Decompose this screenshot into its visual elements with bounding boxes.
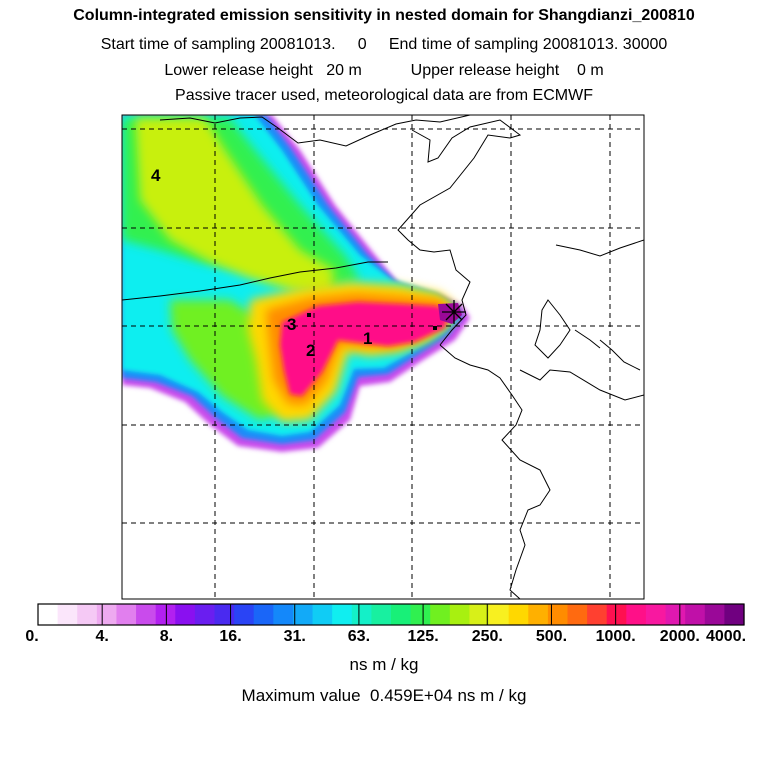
colorbar-swatch	[528, 604, 549, 625]
sampling-time-line: Start time of sampling 20081013. 0 End t…	[100, 36, 668, 53]
colorbar-swatch	[489, 604, 510, 625]
colorbar-tick-label: 8.	[159, 628, 174, 645]
maximum-value-label: Maximum value 0.459E+04 ns m / kg	[241, 686, 527, 705]
colorbar-swatch	[292, 604, 314, 625]
station-label-4: 4	[151, 166, 161, 185]
colorbar-swatch	[567, 604, 588, 625]
colorbar-tick-label: 4.	[95, 628, 109, 645]
colorbar-swatch	[606, 604, 627, 625]
colorbar-swatch	[704, 604, 725, 625]
station-labels: 1 2 3 4	[151, 166, 372, 360]
station-label-3: 3	[287, 315, 296, 334]
colorbar-swatch	[449, 604, 471, 625]
colorbar-swatch	[234, 604, 255, 625]
release-site-marker	[442, 300, 466, 324]
colorbar-swatch	[665, 604, 686, 625]
colorbar-tick-label: 125.	[407, 628, 439, 645]
station-label-2: 2	[306, 341, 315, 360]
colorbar-swatch	[214, 604, 235, 625]
colorbar-swatch	[645, 604, 667, 625]
colorbar-tick-label: 1000.	[595, 628, 636, 645]
colorbar-swatch	[626, 604, 647, 625]
colorbar-swatch	[136, 604, 157, 625]
colorbar-tick-label: 2000.	[659, 628, 700, 645]
station-dot	[433, 326, 437, 330]
colorbar-swatch	[430, 604, 451, 625]
colorbar-tick-label: 16.	[219, 628, 242, 645]
colorbar-swatch	[77, 604, 98, 625]
colorbar-unit-label: ns m / kg	[349, 655, 419, 674]
plot-title: Column-integrated emission sensitivity i…	[73, 7, 695, 24]
coastlines	[122, 115, 644, 599]
colorbar-tick-label: 4000.	[705, 628, 747, 645]
colorbar-swatch	[175, 604, 196, 625]
station-label-1: 1	[363, 329, 372, 348]
colorbar-swatch	[371, 604, 392, 625]
colorbar-swatch	[685, 604, 706, 625]
colorbar-tick-label: 63.	[347, 628, 371, 645]
colorbar-swatch	[312, 604, 333, 625]
colorbar-swatch	[547, 604, 569, 625]
colorbar-swatch	[38, 604, 59, 625]
colorbar-swatch	[410, 604, 431, 625]
colorbar-swatch	[587, 604, 608, 625]
colorbar-swatch	[155, 604, 176, 625]
colorbar-frame	[37, 603, 745, 626]
colorbar-swatch	[351, 604, 372, 625]
station-dot	[307, 313, 311, 317]
contour-purple-core	[438, 303, 462, 324]
colorbar-swatch	[57, 604, 78, 625]
colorbar-swatch	[391, 604, 412, 625]
colorbar-swatch	[273, 604, 294, 625]
emission-sensitivity-field	[122, 115, 470, 452]
colorbar-swatch	[508, 604, 529, 625]
colorbar-tick-label: 0.	[25, 628, 39, 645]
colorbar-swatch	[253, 604, 274, 625]
colorbar-tick-label: 500.	[535, 628, 568, 645]
colorbar-swatch	[332, 604, 353, 625]
contour-yellowgreen	[135, 118, 335, 290]
map-frame	[121, 114, 645, 600]
colorbar	[38, 604, 745, 625]
colorbar-swatch	[116, 604, 137, 625]
colorbar-swatch	[96, 604, 118, 625]
release-height-line: Lower release height 20 m Upper release …	[164, 62, 604, 79]
colorbar-tick-label: 31.	[283, 628, 306, 645]
colorbar-swatch	[194, 604, 216, 625]
colorbar-swatch	[469, 604, 490, 625]
tracer-source-line: Passive tracer used, meteorological data…	[175, 87, 593, 104]
station-markers	[307, 300, 466, 330]
colorbar-swatch	[724, 604, 745, 625]
colorbar-tick-label: 250.	[471, 628, 503, 645]
